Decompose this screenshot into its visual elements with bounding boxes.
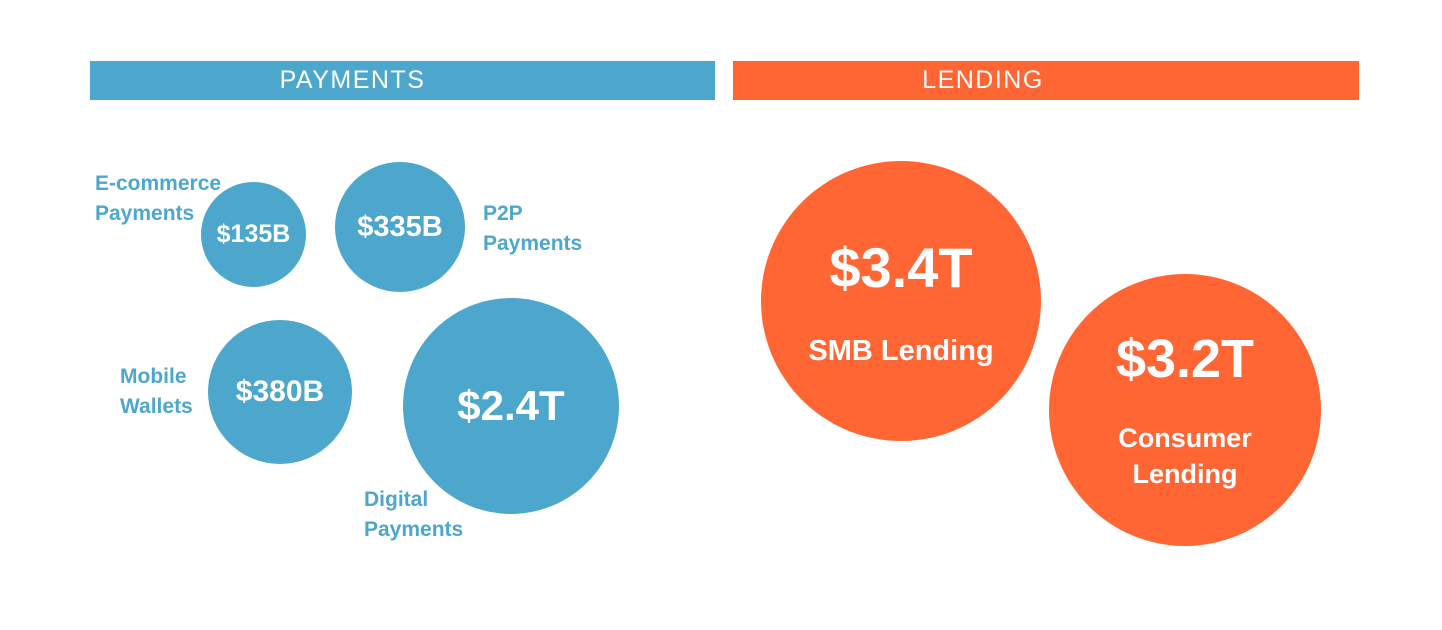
label-ecommerce-payments: E-commerce Payments [95,169,221,229]
bubble-consumer-lending: $3.2T Consumer Lending [1049,274,1321,546]
label-line: Consumer [1118,423,1252,453]
label-line: Wallets [120,395,193,418]
mobile-wallets-value: $380B [235,375,325,408]
p2p-payments-value: $335B [357,210,443,243]
label-line: Digital [364,488,429,511]
consumer-lending-label: Consumer Lending [1118,420,1252,492]
bubble-mobile-wallets: $380B [208,320,352,464]
label-digital-payments: Digital Payments [364,485,463,545]
label-p2p-payments: P2P Payments [483,199,582,259]
bubble-ecommerce-payments: $135B [201,182,306,287]
lending-header-bar: LENDING [733,61,1359,100]
label-line: E-commerce [95,172,222,195]
smb-lending-value: $3.4T [829,235,973,299]
bubble-smb-lending: $3.4T SMB Lending [761,161,1041,441]
payments-header-label: PAYMENTS [279,66,426,94]
label-line: Payments [364,518,464,541]
ecommerce-payments-value: $135B [216,220,291,248]
label-line: P2P [483,202,523,225]
bubble-digital-payments: $2.4T [403,298,619,514]
smb-lending-label: SMB Lending [808,334,994,367]
digital-payments-value: $2.4T [457,382,565,429]
label-line: Payments [483,232,583,255]
bubble-p2p-payments: $335B [335,162,465,292]
label-line: Payments [95,202,195,225]
label-line: Mobile [120,365,187,388]
consumer-lending-value: $3.2T [1115,329,1255,389]
label-line: Lending [1132,459,1238,489]
payments-header-bar: PAYMENTS [90,61,715,100]
lending-header-label: LENDING [922,66,1044,94]
label-mobile-wallets: Mobile Wallets [120,362,193,422]
